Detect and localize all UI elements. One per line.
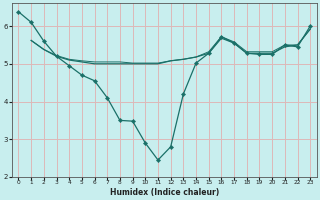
X-axis label: Humidex (Indice chaleur): Humidex (Indice chaleur)	[110, 188, 219, 197]
